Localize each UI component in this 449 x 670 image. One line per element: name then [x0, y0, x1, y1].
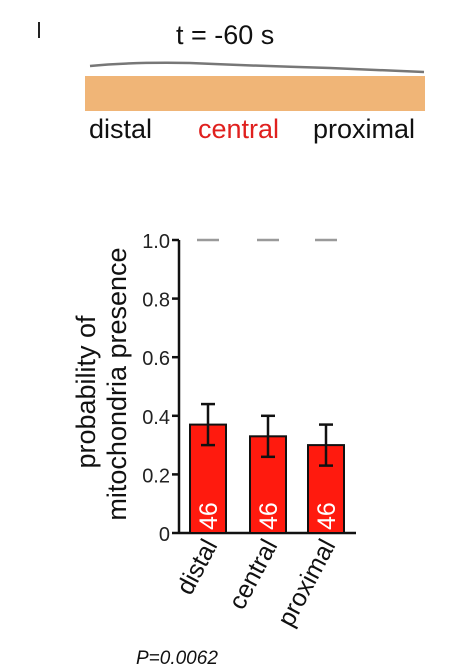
- bar-n-label: 46: [195, 502, 223, 530]
- p-value: P=0.0062: [136, 648, 218, 669]
- segment-label-distal: distal: [89, 114, 153, 144]
- y-tick-label: 0.8: [142, 290, 170, 312]
- panel-edge-mark: [38, 22, 40, 38]
- y-tick-label: 0.2: [142, 465, 170, 487]
- segment-label-proximal: proximal: [313, 114, 416, 144]
- bar-n-label: 46: [313, 502, 341, 530]
- y-axis-title-line1: probability of: [71, 315, 101, 469]
- time-label: t = -60 s: [176, 20, 275, 50]
- y-tick-label: 0.4: [142, 407, 170, 429]
- y-tick-label: 0: [159, 524, 170, 546]
- y-axis-title-line2: mitochondria presence: [102, 247, 132, 520]
- segment-label-central: central: [198, 114, 280, 144]
- y-tick-label: 1.0: [142, 231, 170, 253]
- bar-chart: 0 0.2 0.4 0.6 0.8 1.0 probability of mitochondr…: [71, 231, 356, 631]
- x-tick-label-distal: distal: [171, 535, 223, 600]
- x-tick-label-central: central: [223, 535, 283, 614]
- bar-n-label: 46: [255, 502, 283, 530]
- dendrite-segment-bar: [85, 76, 425, 111]
- dendrite-trace: [89, 61, 425, 74]
- y-tick-label: 0.6: [142, 348, 170, 370]
